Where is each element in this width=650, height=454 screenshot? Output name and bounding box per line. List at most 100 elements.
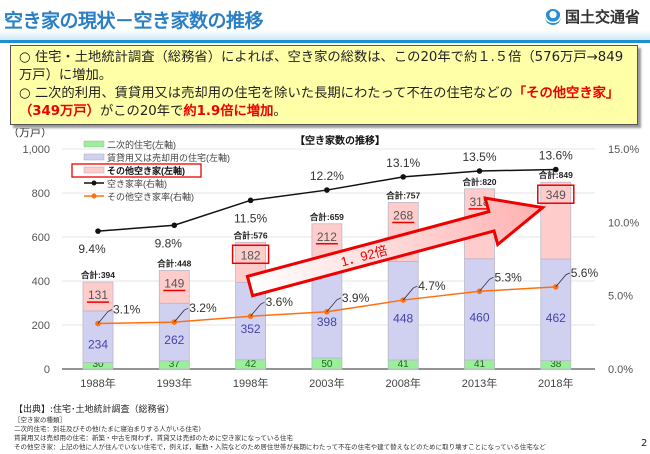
highlight-box: [231, 244, 270, 265]
line-point: [553, 166, 559, 173]
summary-box: ○ 住宅・土地統計調査（総務省）によれば、空き家の総数は、この20年で約１.５倍…: [10, 45, 638, 125]
bar-value-label: 212: [317, 230, 337, 244]
bar-value-label: 42: [245, 359, 257, 370]
rate-label: 3.6%: [266, 295, 294, 309]
x-tick-label: 2013年: [462, 376, 497, 390]
y2-tick-label: 10.0%: [608, 217, 639, 229]
bar-value-label: 234: [88, 338, 108, 352]
x-tick-label: 1993年: [157, 376, 192, 390]
legend-swatch: [83, 166, 105, 174]
bar-value-label: 448: [393, 312, 413, 326]
bar-value-label: 352: [241, 322, 261, 336]
bar-value-label: 262: [164, 333, 184, 347]
y-tick-label: 600: [32, 232, 50, 244]
x-tick-label: 1988年: [80, 376, 115, 390]
header-divider: [0, 40, 650, 43]
y2-tick-label: 0.0%: [608, 364, 633, 376]
note: ［空き家の種類］: [14, 416, 66, 424]
summary-text: 。: [273, 104, 287, 119]
leader-line: [250, 301, 265, 317]
bar-value-label: 349: [546, 188, 566, 202]
y2-tick-label: 5.0%: [608, 291, 633, 303]
y-tick-label: 400: [32, 276, 50, 288]
rate-label: 4.7%: [418, 279, 446, 293]
bar-segment: [82, 310, 114, 363]
y-tick-label: 200: [32, 320, 50, 332]
bar-segment: [158, 302, 190, 362]
x-tick-label: 2008年: [385, 376, 420, 390]
vacant-house-chart: 0 200 400 600 800 1,000 0.0% 5.0% 10.0% 15.0% （万戸）…: [8, 128, 639, 390]
leader-line: [402, 285, 418, 301]
note: その他空き家：上記の他に人が住んでいない住宅で，例えば，転勤・入院などのため居住…: [14, 443, 546, 451]
leader-line: [555, 272, 570, 288]
bar-segment: [540, 181, 572, 260]
total-label: 合計:448: [156, 258, 191, 268]
rate-label: 12.2%: [310, 169, 344, 183]
y-tick-label: 0: [44, 364, 50, 376]
bar-value-label: 182: [241, 248, 261, 262]
summary-line-1: ○ 住宅・土地統計調査（総務省）によれば、空き家の総数は、この20年で約１.５倍…: [19, 50, 624, 83]
bar-value-label: 268: [393, 208, 413, 222]
rate-label: 5.3%: [495, 270, 523, 284]
bar-value-label: 462: [546, 311, 566, 325]
bar-segment: [235, 281, 267, 361]
rate-label: 13.5%: [462, 150, 496, 164]
rate-label: 13.6%: [539, 149, 573, 163]
total-label: 合計:849: [538, 170, 573, 180]
summary-line-2: ○ 二次的利用、賃貸用又は売却用の住宅を除いた長期にわたって不在の住宅などの「そ…: [19, 85, 629, 121]
line-point: [171, 222, 178, 229]
x-tick-label: 2018年: [538, 376, 573, 390]
rate-label: 3.2%: [189, 301, 217, 315]
header-band: [0, 30, 650, 40]
total-label: 合計:659: [309, 212, 344, 222]
ministry-name: 国土交通省: [565, 8, 641, 26]
leader-line: [173, 307, 189, 323]
leader-line: [326, 297, 342, 313]
rate-label: 13.1%: [386, 156, 420, 170]
highlight-box: [537, 184, 575, 204]
rate-label: 9.8%: [155, 236, 183, 250]
rate-label: 3.1%: [113, 303, 141, 317]
bar-segment: [540, 258, 572, 362]
bar-value-label: 149: [164, 276, 184, 290]
bar-value-label: 460: [469, 310, 489, 324]
total-label: 合計:576: [233, 230, 268, 240]
bar-segment: [464, 258, 495, 361]
total-label: 合計:757: [385, 190, 420, 200]
legend-label: 空き家率(右軸): [107, 178, 167, 189]
rate-label: 9.4%: [78, 242, 106, 256]
line-point: [247, 197, 254, 204]
bar-value-label: 131: [88, 288, 108, 302]
mlit-logo-icon: [545, 8, 561, 25]
source: 【出典】:住宅･土地統計調査（総務省）: [14, 405, 175, 415]
note: 二次的住宅：別荘及びその他(たまに寝泊まりする人がいる住宅): [14, 425, 201, 433]
bar-value-label: 398: [317, 315, 337, 329]
leader-line: [479, 276, 494, 292]
y-axis-label: （万戸）: [8, 128, 52, 139]
ministry-logo: 国土交通省: [545, 6, 640, 27]
y-tick-label: 1,000: [22, 144, 50, 156]
highlight-text: 「その他空き家」（349万戸）: [19, 86, 620, 119]
line-point: [95, 228, 101, 234]
rate-label: 5.6%: [571, 266, 599, 280]
bar-value-label: 50: [321, 359, 333, 370]
y2-tick-label: 15.0%: [608, 144, 639, 156]
legend-swatch: [83, 153, 105, 161]
bar-segment: [82, 281, 114, 312]
bar-value-label: 41: [474, 359, 486, 370]
legend-label: 賃貸用又は売却用の住宅(左軸): [107, 152, 230, 163]
total-label: 合計:394: [80, 270, 115, 280]
rate-label: 3.9%: [342, 291, 370, 305]
bar-value-label: 38: [550, 359, 562, 370]
line-point: [324, 187, 330, 193]
legend-marker: [91, 180, 97, 186]
bar-segment: [387, 261, 419, 361]
total-label: 合計:820: [461, 177, 496, 187]
bar-value-label: 41: [398, 359, 410, 370]
chart-title: 【空き家数の推移】: [295, 134, 385, 147]
legend-label: その他空き家(左軸): [107, 165, 185, 176]
note: 賃貸用又は売却用の住宅：新築・中古を問わず，賃貸又は売却のために空き家になってい…: [14, 434, 293, 442]
legend-swatch: [83, 140, 105, 148]
bar-segment: [158, 270, 190, 304]
notes: ［空き家の種類］ 二次的住宅：別荘及びその他(たまに寝泊まりする人がいる住宅) …: [14, 416, 632, 452]
